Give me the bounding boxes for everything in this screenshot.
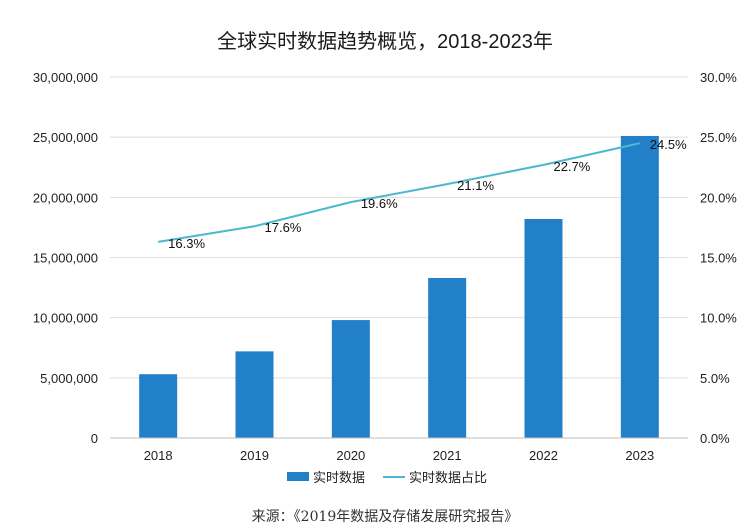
- right-tick-label: 30.0%: [700, 70, 737, 85]
- legend-line-label: 实时数据占比: [409, 470, 487, 485]
- x-tick-label: 2021: [433, 448, 462, 463]
- bar: [524, 218, 563, 438]
- legend-bar-swatch: [287, 472, 309, 481]
- line-data-label: 19.6%: [361, 196, 398, 211]
- line-data-label: 17.6%: [265, 220, 302, 235]
- bar: [428, 277, 467, 438]
- right-tick-label: 0.0%: [700, 431, 730, 446]
- line-data-label: 16.3%: [168, 236, 205, 251]
- left-tick-label: 30,000,000: [33, 70, 98, 85]
- x-tick-label: 2019: [240, 448, 269, 463]
- line-data-label: 21.1%: [457, 178, 494, 193]
- x-tick-label: 2018: [144, 448, 173, 463]
- legend-bar-label: 实时数据: [313, 470, 365, 485]
- x-axis: 2018 2019 2020 2021 2022 2023: [144, 448, 655, 463]
- chart-title: 全球实时数据趋势概览，2018-2023年: [217, 30, 553, 53]
- bar: [620, 135, 659, 439]
- line-path: [158, 142, 641, 243]
- right-tick-label: 15.0%: [700, 251, 737, 266]
- left-tick-label: 0: [91, 431, 98, 446]
- right-tick-label: 20.0%: [700, 190, 737, 205]
- right-tick-label: 10.0%: [700, 311, 737, 326]
- bar: [139, 374, 178, 438]
- legend: 实时数据 实时数据占比: [287, 470, 487, 485]
- right-tick-label: 5.0%: [700, 371, 730, 386]
- x-tick-label: 2020: [336, 448, 365, 463]
- left-tick-label: 25,000,000: [33, 130, 98, 145]
- left-tick-label: 5,000,000: [40, 371, 98, 386]
- left-tick-label: 20,000,000: [33, 190, 98, 205]
- right-tick-label: 25.0%: [700, 130, 737, 145]
- gridlines: [110, 76, 688, 379]
- line-data-label: 22.7%: [554, 159, 591, 174]
- bar: [235, 351, 274, 438]
- right-axis: 0.0% 5.0% 10.0% 15.0% 20.0% 25.0% 30.0%: [700, 70, 737, 446]
- line-data-label: 24.5%: [650, 137, 687, 152]
- left-tick-label: 10,000,000: [33, 311, 98, 326]
- left-axis: 0 5,000,000 10,000,000 15,000,000 20,000,000…: [33, 70, 98, 446]
- x-tick-label: 2023: [625, 448, 654, 463]
- bar: [331, 320, 370, 438]
- x-tick-label: 2022: [529, 448, 558, 463]
- left-tick-label: 15,000,000: [33, 251, 98, 266]
- bar-series: [139, 135, 659, 439]
- line-series: 16.3% 17.6% 19.6% 21.1% 22.7% 24.5%: [158, 137, 687, 251]
- source-note: 来源：《2019年数据及存储发展研究报告》: [252, 509, 519, 525]
